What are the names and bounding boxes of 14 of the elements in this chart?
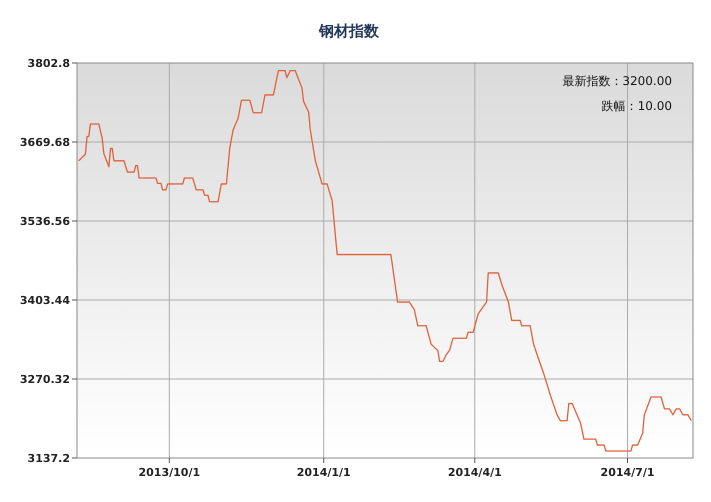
x-tick-label: 2013/10/1 bbox=[138, 466, 200, 479]
chart-title: 钢材指数 bbox=[318, 22, 380, 40]
line-series bbox=[78, 70, 692, 452]
y-tick-label: 3403.44 bbox=[20, 294, 70, 307]
x-tick-label: 2014/1/1 bbox=[296, 466, 351, 479]
y-tick-label: 3270.32 bbox=[20, 372, 70, 386]
annotation: 跌幅：10.00 bbox=[602, 99, 672, 113]
y-tick-label: 3137.2 bbox=[28, 452, 70, 465]
annotation: 最新指数：3200.00 bbox=[562, 74, 672, 88]
y-tick-label: 3536.56 bbox=[20, 214, 70, 228]
x-tick-label: 2014/7/1 bbox=[600, 466, 655, 479]
y-tick-label: 3669.68 bbox=[20, 136, 70, 149]
y-tick-label: 3802.8 bbox=[28, 56, 70, 70]
x-tick-label: 2014/4/1 bbox=[448, 466, 502, 479]
